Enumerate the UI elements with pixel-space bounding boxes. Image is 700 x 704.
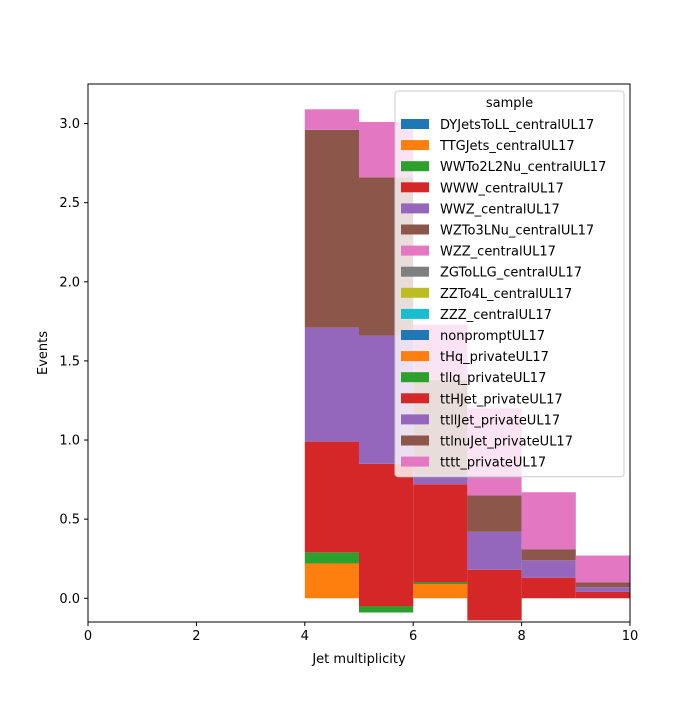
bar-WZTo3LNu_centralUL17-bin-5 <box>575 582 630 588</box>
bar-WWW_centralUL17-bin-2 <box>413 484 468 583</box>
bar-WWZ_centralUL17-bin-4 <box>521 560 576 578</box>
legend-swatch <box>401 414 429 425</box>
legend-label: ZZZ_centralUL17 <box>440 308 552 323</box>
legend-label: WWW_centralUL17 <box>440 181 564 196</box>
bar-WZZ_centralUL17-bin-0 <box>304 109 359 130</box>
legend-swatch <box>401 435 429 446</box>
y-tick-label: 0.0 <box>59 592 80 607</box>
legend-swatch <box>401 287 429 298</box>
legend-swatch <box>401 182 429 193</box>
bar-WZZ_centralUL17-bin-4 <box>521 492 576 550</box>
legend-label: WWTo2L2Nu_centralUL17 <box>440 160 606 175</box>
bars-layer <box>304 109 630 621</box>
legend-swatch <box>401 456 429 467</box>
legend-swatch <box>401 203 429 214</box>
legend-swatch <box>401 119 429 129</box>
bar-WWZ_centralUL17-bin-0 <box>304 327 359 442</box>
y-tick-label: 1.0 <box>59 434 80 449</box>
legend-swatch <box>401 372 429 383</box>
legend-swatch <box>401 245 429 256</box>
legend-label: WZZ_centralUL17 <box>440 245 556 260</box>
legend-swatch <box>401 224 429 235</box>
x-tick-label: 6 <box>409 629 417 644</box>
x-tick-label: 4 <box>301 629 309 644</box>
x-tick-label: 10 <box>622 629 639 644</box>
legend-label: tHq_privateUL17 <box>440 350 549 365</box>
legend-swatch <box>401 351 429 362</box>
y-tick-label: 2.0 <box>59 275 80 290</box>
legend-label: WZTo3LNu_centralUL17 <box>440 224 594 239</box>
legend-label: DYJetsToLL_centralUL17 <box>440 118 594 133</box>
plot-frame <box>87 83 631 623</box>
legend-swatch <box>401 140 429 151</box>
bar-WWZ_centralUL17-bin-2 <box>413 474 468 485</box>
bar-WZZ_centralUL17-bin-5 <box>575 555 630 583</box>
y-tick-label: 3.0 <box>59 117 80 132</box>
x-axis-ticks: 0 2 4 6 8 10 <box>84 622 638 644</box>
legend-swatch <box>401 308 429 319</box>
bar-WWTo2L2Nu_centralUL17-bin-2 <box>413 582 468 585</box>
legend-label: ZGToLLG_centralUL17 <box>440 266 582 281</box>
legend-swatch <box>401 330 429 340</box>
bar-WWTo2L2Nu_centralUL17-bin-0 <box>304 552 359 564</box>
y-tick-label: 1.5 <box>59 354 80 369</box>
legend-swatch <box>401 161 429 172</box>
legend-items: DYJetsToLL_centralUL17 TTGJets_centralUL1… <box>401 118 606 471</box>
y-tick-label: 2.5 <box>59 196 80 211</box>
bar-WWTo2L2Nu_centralUL17-bin-1 <box>359 606 414 613</box>
bar-WWW_centralUL17-bin-5 <box>575 591 630 599</box>
legend-swatch <box>401 393 429 404</box>
legend-box <box>394 90 625 478</box>
legend-label: TTGJets_centralUL17 <box>439 139 575 154</box>
bar-WWW_centralUL17-bin-0 <box>304 441 359 553</box>
bar-WWW_centralUL17-bin-3 <box>467 569 522 621</box>
bar-WWW_centralUL17-bin-4 <box>521 577 576 599</box>
legend-label: tttt_privateUL17 <box>440 456 546 471</box>
x-tick-label: 8 <box>517 629 525 644</box>
bar-WWZ_centralUL17-bin-5 <box>575 587 630 592</box>
x-axis-label: Jet multiplicity <box>311 652 406 667</box>
bar-WZTo3LNu_centralUL17-bin-3 <box>467 495 522 532</box>
x-tick-label: 2 <box>192 629 200 644</box>
x-tick-label: 0 <box>84 629 92 644</box>
bar-WWZ_centralUL17-bin-3 <box>467 531 522 570</box>
legend-label: ttHJet_privateUL17 <box>440 392 563 407</box>
y-tick-label: 0.5 <box>59 513 80 528</box>
y-axis-label: Events <box>36 331 51 375</box>
legend-label: nonpromptUL17 <box>440 329 545 344</box>
legend-label: ttllJet_privateUL17 <box>440 413 560 428</box>
legend-swatch <box>401 266 429 277</box>
legend: sample DYJetsToLL_centralUL17 TTGJets_cen… <box>394 90 625 478</box>
bar-TTGJets_centralUL17-bin-0 <box>304 563 359 599</box>
bar-TTGJets_centralUL17-bin-2 <box>413 584 468 599</box>
legend-title: sample <box>486 96 533 111</box>
legend-label: ttlnuJet_privateUL17 <box>440 435 573 450</box>
bar-WZTo3LNu_centralUL17-bin-4 <box>521 549 576 561</box>
bar-WZTo3LNu_centralUL17-bin-0 <box>304 129 359 328</box>
legend-label: WWZ_centralUL17 <box>440 202 560 217</box>
y-axis-ticks: 0.0 0.5 1.0 1.5 2.0 2.5 3.0 <box>59 117 88 607</box>
bar-WWW_centralUL17-bin-1 <box>359 463 414 607</box>
legend-label: tllq_privateUL17 <box>440 371 546 386</box>
legend-label: ZZTo4L_centralUL17 <box>440 287 572 302</box>
